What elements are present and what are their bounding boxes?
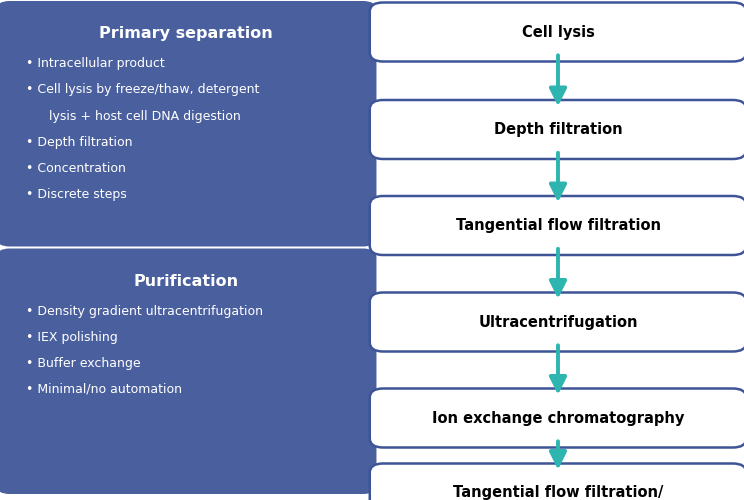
Text: lysis + host cell DNA digestion: lysis + host cell DNA digestion [41, 110, 240, 122]
Text: • Intracellular product: • Intracellular product [26, 58, 164, 70]
Text: • Discrete steps: • Discrete steps [26, 188, 126, 200]
Text: • IEX polishing: • IEX polishing [26, 331, 118, 344]
Text: • Minimal/no automation: • Minimal/no automation [26, 383, 182, 396]
Text: • Buffer exchange: • Buffer exchange [26, 357, 141, 370]
Text: Ultracentrifugation: Ultracentrifugation [478, 314, 638, 330]
Text: Ion exchange chromatography: Ion exchange chromatography [432, 410, 684, 426]
Text: Cell lysis: Cell lysis [522, 24, 594, 40]
FancyBboxPatch shape [370, 292, 744, 352]
FancyBboxPatch shape [0, 248, 376, 494]
Text: Purification: Purification [134, 274, 239, 288]
FancyBboxPatch shape [370, 464, 744, 500]
FancyBboxPatch shape [370, 100, 744, 159]
Text: Tangential flow filtration: Tangential flow filtration [455, 218, 661, 233]
FancyBboxPatch shape [370, 2, 744, 62]
Text: Primary separation: Primary separation [100, 26, 273, 41]
FancyBboxPatch shape [0, 1, 376, 246]
Text: • Concentration: • Concentration [26, 162, 126, 174]
Text: • Density gradient ultracentrifugation: • Density gradient ultracentrifugation [26, 305, 263, 318]
Text: Depth filtration: Depth filtration [494, 122, 622, 137]
FancyBboxPatch shape [370, 388, 744, 448]
FancyBboxPatch shape [370, 196, 744, 255]
Text: • Cell lysis by freeze/thaw, detergent: • Cell lysis by freeze/thaw, detergent [26, 84, 260, 96]
Text: Tangential flow filtration/
formulation: Tangential flow filtration/ formulation [453, 486, 663, 500]
Text: • Depth filtration: • Depth filtration [26, 136, 132, 148]
